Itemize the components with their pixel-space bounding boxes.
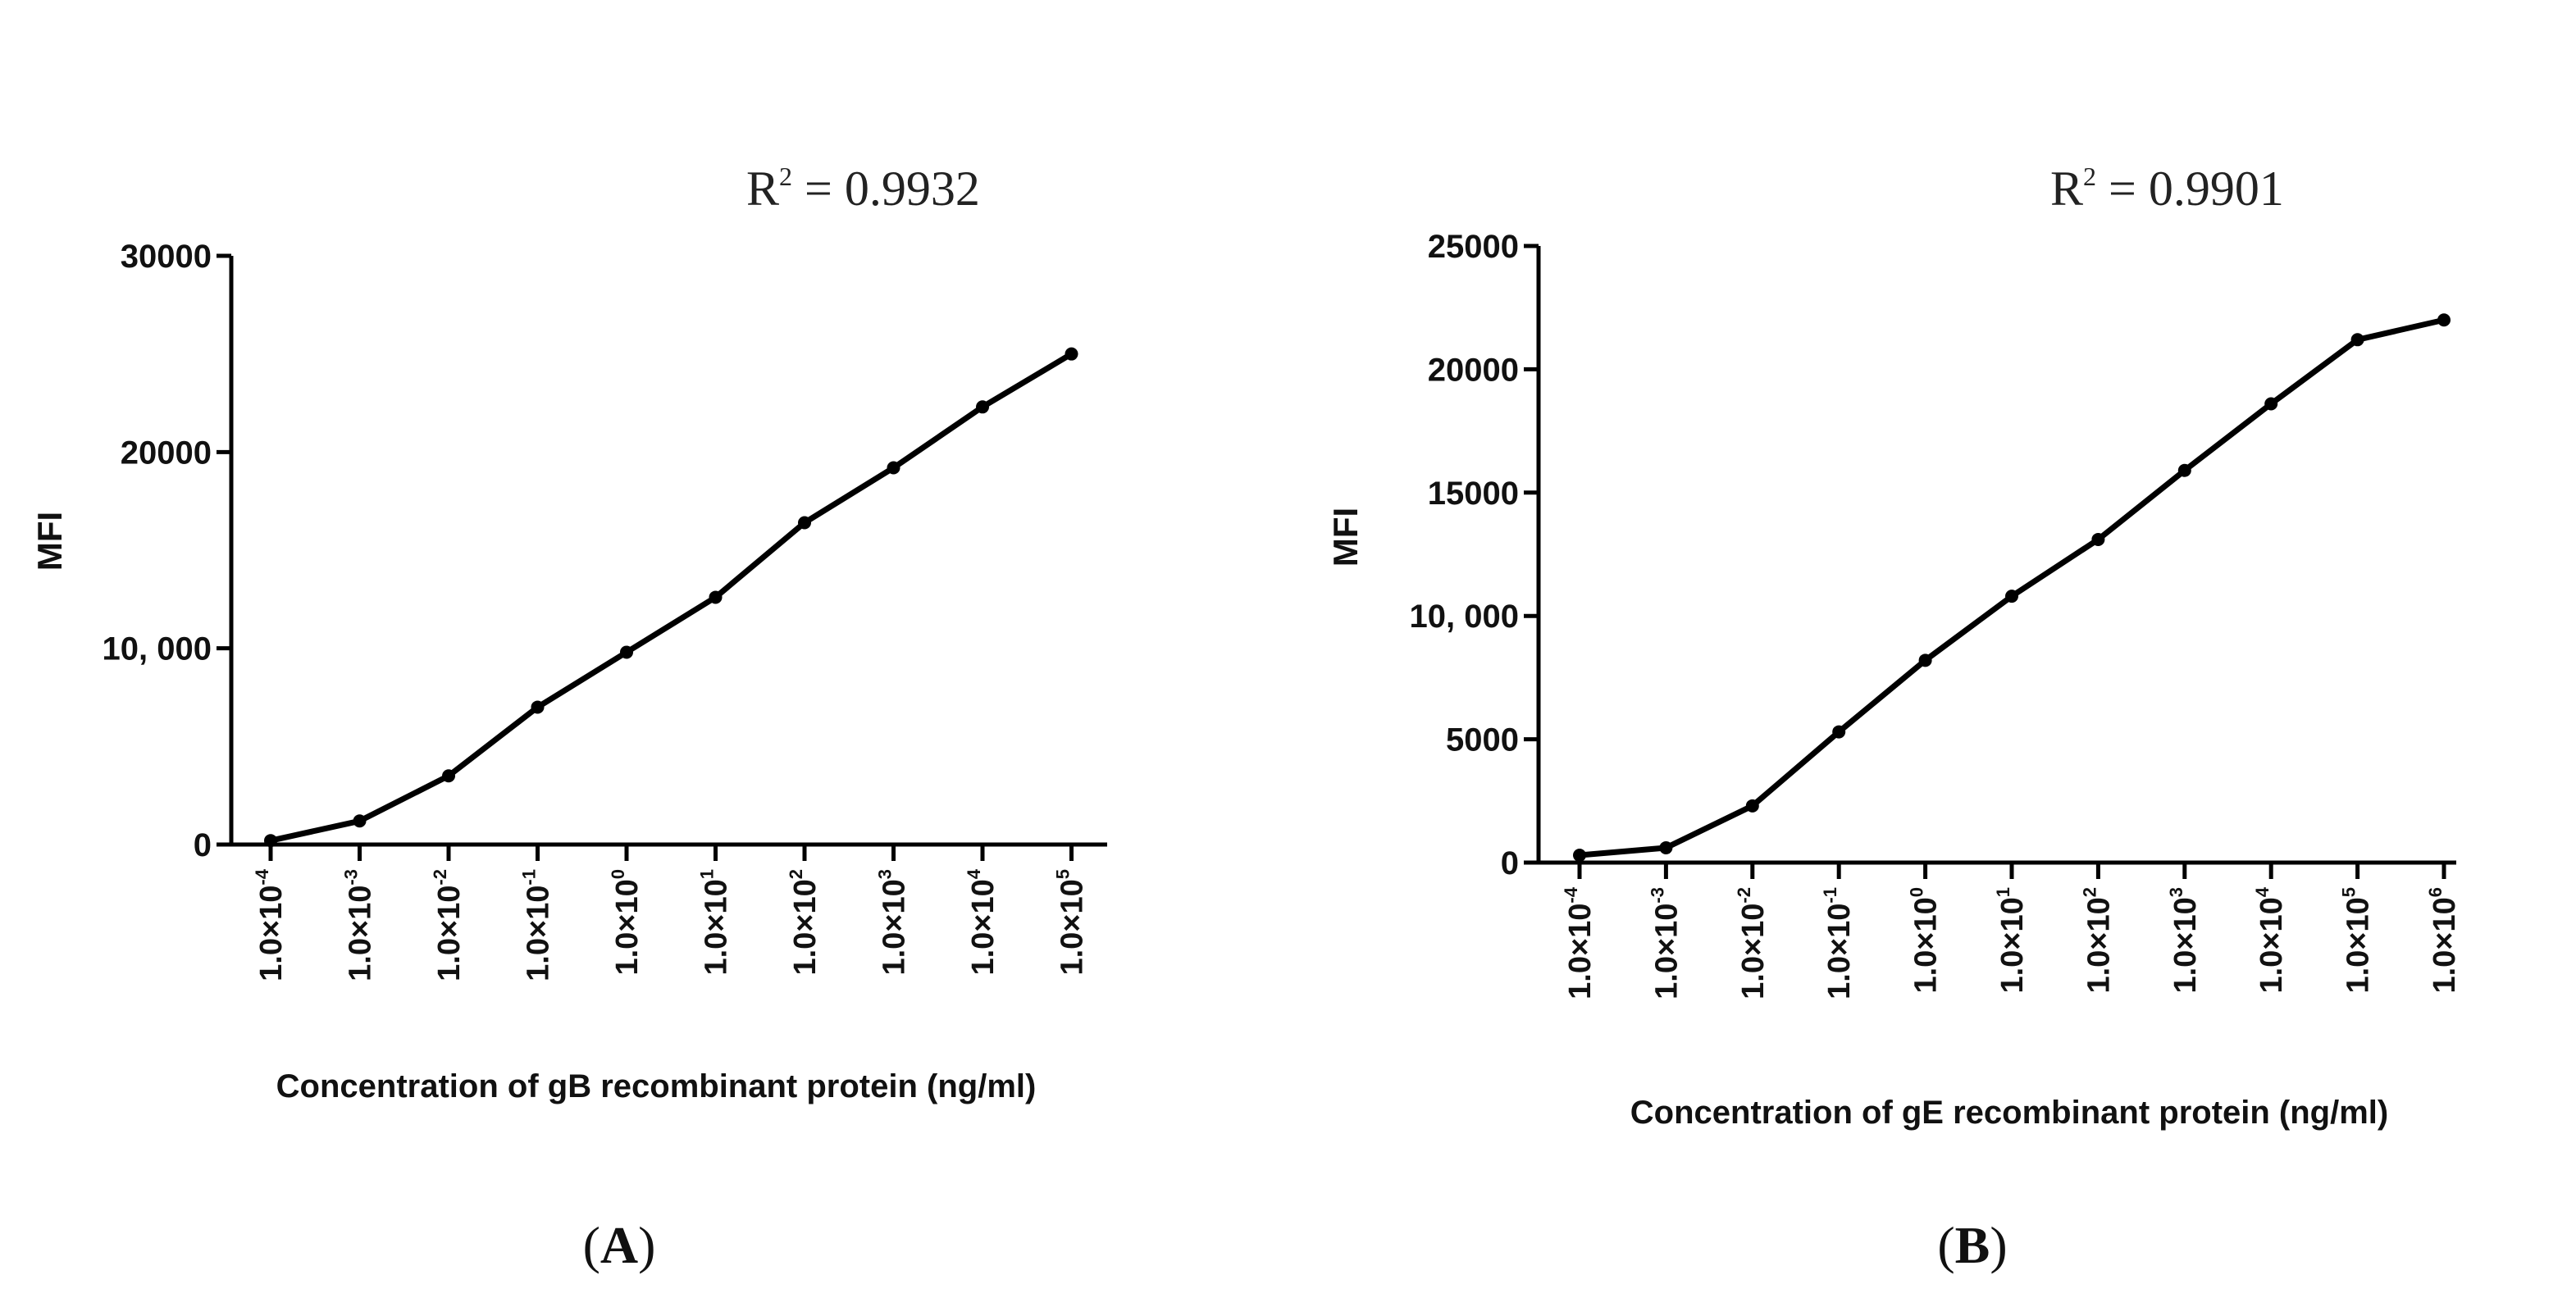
x-tick-label-b-1: 1.0×10-3 (1647, 887, 1684, 1000)
data-point-b-2 (1745, 799, 1759, 813)
data-point-a-0 (264, 834, 277, 848)
x-tick-label-a-7: 1.0×103 (875, 869, 912, 976)
x-axis-a: 1.0×10-4 1.0×10-3 1.0×10-2 1.0×10-1 1.0×100 1… (231, 842, 1107, 981)
data-point-b-4 (1918, 653, 1932, 667)
data-point-a-1 (353, 814, 367, 828)
x-tick-label-b-2: 1.0×10-2 (1734, 887, 1771, 1000)
series-line-a (270, 351, 1074, 844)
x-tick-label-a-8: 1.0×104 (964, 868, 1001, 975)
y-axis-title-b: MFI (1326, 508, 1365, 567)
data-point-a-6 (798, 516, 811, 530)
y-tick-label-b-3: 15000 (1428, 476, 1519, 512)
x-tick-label-b-4: 1.0×100 (1907, 887, 1944, 994)
x-tick-label-b-0: 1.0×10-4 (1561, 886, 1598, 1000)
panel-label-a: (A) (583, 1216, 656, 1274)
y-tick-label-b-0: 0 (1501, 845, 1519, 881)
x-tick-label-a-0: 1.0×10-4 (252, 868, 289, 981)
x-tick-label-a-3: 1.0×10-1 (519, 869, 556, 981)
data-point-b-10 (2437, 313, 2451, 327)
series-a (264, 347, 1078, 848)
data-point-b-6 (2091, 532, 2105, 546)
data-point-a-3 (531, 700, 545, 714)
x-tick-label-a-6: 1.0×102 (786, 869, 823, 976)
x-tick-label-b-7: 1.0×103 (2166, 887, 2203, 994)
r2-annotation-a: R2 = 0.9932 (746, 162, 980, 216)
y-tick-label-b-5: 25000 (1428, 229, 1519, 265)
series-line-b (1579, 316, 2445, 858)
data-point-b-1 (1659, 840, 1673, 854)
x-tick-label-b-5: 1.0×101 (1993, 887, 2030, 994)
x-tick-label-a-9: 1.0×105 (1053, 869, 1090, 976)
data-point-b-9 (2350, 333, 2364, 347)
data-point-a-5 (709, 590, 723, 604)
x-axis-title-a: Concentration of gB recombinant protein … (276, 1068, 1037, 1104)
x-tick-label-b-10: 1.0×106 (2425, 887, 2462, 994)
data-point-a-9 (1065, 347, 1078, 361)
x-tick-label-a-5: 1.0×101 (697, 869, 734, 976)
data-point-b-8 (2264, 397, 2278, 411)
r2-annotation-b: R2 = 0.9901 (2050, 162, 2284, 216)
y-axis-a: 0 10, 000 20000 30000 (103, 239, 234, 863)
series-b (1573, 313, 2451, 862)
y-tick-label-a-3: 30000 (121, 239, 212, 275)
y-tick-label-a-2: 20000 (121, 435, 212, 471)
y-axis-title-a: MFI (30, 512, 69, 571)
x-tick-label-a-4: 1.0×100 (608, 869, 645, 976)
y-tick-label-b-1: 5000 (1446, 722, 1519, 758)
x-tick-label-b-8: 1.0×104 (2252, 886, 2289, 993)
x-axis-title-b: Concentration of gE recombinant protein … (1630, 1095, 2388, 1131)
panel-label-b: (B) (1937, 1216, 2007, 1274)
data-point-b-0 (1573, 848, 1586, 862)
y-tick-label-b-2: 10, 000 (1410, 599, 1519, 635)
y-axis-b: 0 5000 10, 000 15000 20000 25000 (1410, 229, 1541, 881)
data-point-a-4 (620, 645, 633, 659)
x-axis-b: 1.0×10-4 1.0×10-3 1.0×10-2 1.0×10-1 1.0×100 1… (1539, 860, 2462, 1000)
chart-panel-a: R2 = 0.9932 MFI 0 10, 000 20000 30000 1.0×1… (30, 162, 1107, 1274)
y-tick-label-a-0: 0 (194, 827, 212, 863)
data-point-b-7 (2177, 463, 2191, 477)
y-tick-label-a-1: 10, 000 (103, 631, 212, 667)
chart-panel-b: R2 = 0.9901 MFI 0 5000 10, 000 15000 20000 25… (1326, 162, 2462, 1274)
data-point-a-7 (887, 461, 900, 475)
x-tick-label-a-1: 1.0×10-3 (341, 869, 378, 981)
y-tick-label-b-4: 20000 (1428, 352, 1519, 388)
x-tick-label-b-3: 1.0×10-1 (1820, 887, 1857, 1000)
data-point-a-2 (442, 769, 455, 783)
data-point-b-5 (2005, 590, 2018, 603)
x-tick-label-a-2: 1.0×10-2 (430, 869, 467, 981)
x-tick-label-b-6: 1.0×102 (2079, 887, 2116, 994)
data-point-a-8 (976, 400, 989, 414)
x-tick-label-b-9: 1.0×105 (2339, 887, 2376, 994)
data-point-b-3 (1832, 725, 1846, 739)
